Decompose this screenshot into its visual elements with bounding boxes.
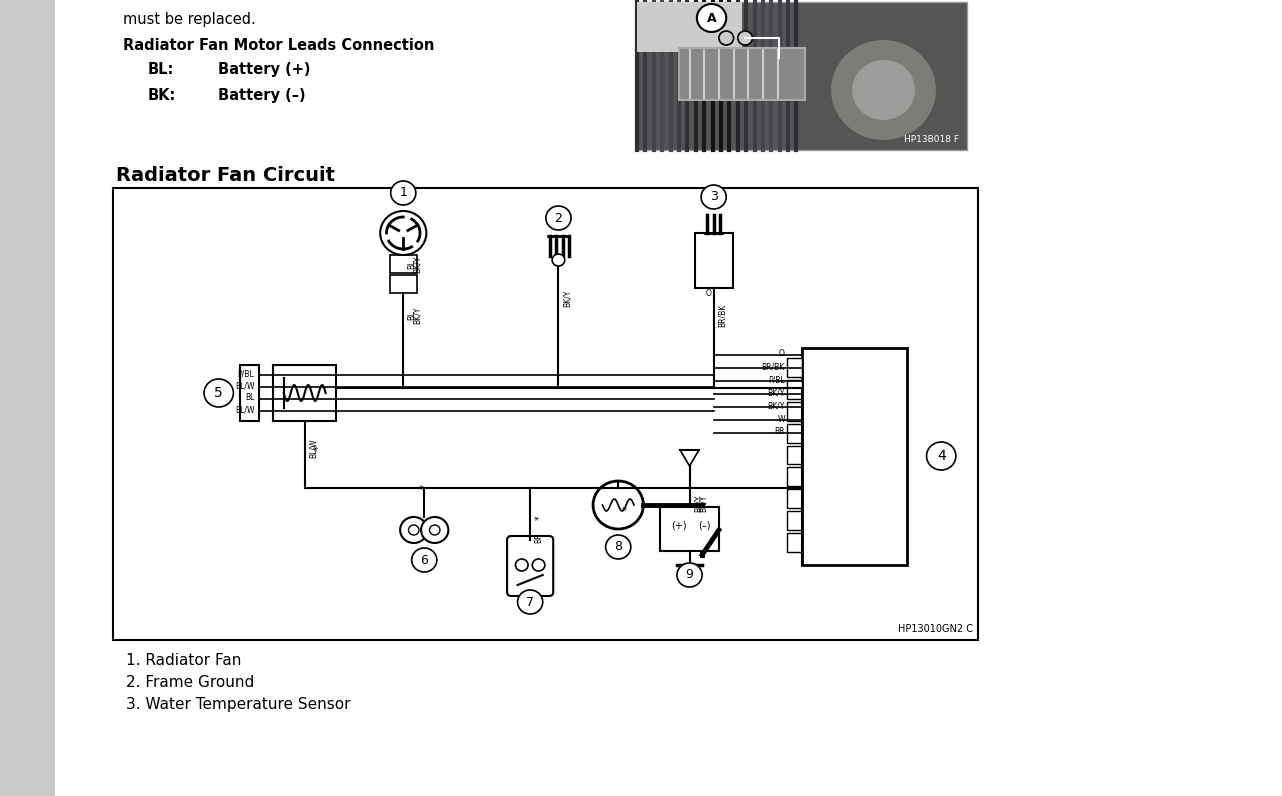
FancyBboxPatch shape xyxy=(695,233,732,288)
Text: (+): (+) xyxy=(672,520,687,530)
Circle shape xyxy=(553,254,565,266)
Text: BK/Y: BK/Y xyxy=(694,494,703,512)
Text: BK/Y: BK/Y xyxy=(413,306,422,324)
Circle shape xyxy=(701,185,726,209)
Text: BR: BR xyxy=(774,427,785,436)
FancyBboxPatch shape xyxy=(787,358,801,377)
Text: 9: 9 xyxy=(686,568,694,582)
FancyBboxPatch shape xyxy=(637,2,968,150)
Text: O: O xyxy=(705,288,712,298)
Circle shape xyxy=(605,535,631,559)
Text: BK/Y: BK/Y xyxy=(699,494,708,512)
Text: BK/Y: BK/Y xyxy=(413,256,422,273)
Circle shape xyxy=(518,590,542,614)
Text: BL:: BL: xyxy=(147,62,174,77)
FancyBboxPatch shape xyxy=(801,348,906,565)
FancyBboxPatch shape xyxy=(679,48,805,100)
Text: 4: 4 xyxy=(937,449,946,463)
Text: Radiator Fan Motor Leads Connection: Radiator Fan Motor Leads Connection xyxy=(123,38,435,53)
FancyBboxPatch shape xyxy=(55,0,1282,796)
Text: BR/BK: BR/BK xyxy=(762,362,785,372)
FancyBboxPatch shape xyxy=(787,490,801,508)
Circle shape xyxy=(429,525,440,535)
FancyBboxPatch shape xyxy=(390,275,417,293)
Circle shape xyxy=(381,211,427,255)
Text: HP13010GN2 C: HP13010GN2 C xyxy=(897,624,973,634)
Circle shape xyxy=(594,481,644,529)
Circle shape xyxy=(697,4,726,32)
FancyBboxPatch shape xyxy=(273,365,336,421)
Text: BL/W: BL/W xyxy=(235,405,254,415)
Circle shape xyxy=(737,31,753,45)
Text: (–): (–) xyxy=(697,520,710,530)
Text: 3. Water Temperature Sensor: 3. Water Temperature Sensor xyxy=(127,697,351,712)
FancyBboxPatch shape xyxy=(787,380,801,399)
Circle shape xyxy=(532,559,545,571)
Ellipse shape xyxy=(831,40,936,140)
Text: A: A xyxy=(706,11,717,25)
Text: 5: 5 xyxy=(214,386,223,400)
FancyBboxPatch shape xyxy=(787,402,801,420)
FancyBboxPatch shape xyxy=(390,255,417,273)
FancyBboxPatch shape xyxy=(787,446,801,464)
Text: 1: 1 xyxy=(399,186,408,200)
Text: 2: 2 xyxy=(555,212,563,224)
Circle shape xyxy=(400,517,427,543)
Text: Radiator Fan Circuit: Radiator Fan Circuit xyxy=(115,166,335,185)
Circle shape xyxy=(927,442,956,470)
Text: O: O xyxy=(779,349,785,358)
Text: Battery (–): Battery (–) xyxy=(218,88,305,103)
Polygon shape xyxy=(679,450,699,466)
Text: 3: 3 xyxy=(710,190,718,204)
Text: P/BL: P/BL xyxy=(768,376,785,384)
Text: *: * xyxy=(314,446,324,451)
Circle shape xyxy=(515,559,528,571)
FancyBboxPatch shape xyxy=(508,536,554,596)
FancyBboxPatch shape xyxy=(787,533,801,552)
Circle shape xyxy=(677,563,703,587)
Circle shape xyxy=(420,517,449,543)
Text: BL: BL xyxy=(408,259,417,269)
FancyBboxPatch shape xyxy=(660,507,719,551)
Circle shape xyxy=(546,206,570,230)
Text: BK/Y: BK/Y xyxy=(768,401,785,411)
Text: BL: BL xyxy=(408,310,417,320)
Text: BK/Y: BK/Y xyxy=(768,388,785,397)
Text: BK/Y: BK/Y xyxy=(563,289,572,306)
Text: 8: 8 xyxy=(614,540,622,553)
Text: BL/W: BL/W xyxy=(235,381,254,391)
Circle shape xyxy=(719,31,733,45)
FancyBboxPatch shape xyxy=(787,511,801,530)
Text: Battery (+): Battery (+) xyxy=(218,62,310,77)
Text: 6: 6 xyxy=(420,553,428,567)
Text: W: W xyxy=(777,415,785,423)
FancyBboxPatch shape xyxy=(113,188,978,640)
Text: must be replaced.: must be replaced. xyxy=(123,12,256,27)
Text: 1. Radiator Fan: 1. Radiator Fan xyxy=(127,653,242,668)
Text: BL: BL xyxy=(245,393,254,403)
Text: BL/W: BL/W xyxy=(309,439,318,458)
Text: P/BL: P/BL xyxy=(237,369,254,379)
Text: HP13B018 F: HP13B018 F xyxy=(904,135,959,144)
Text: BK:: BK: xyxy=(147,88,176,103)
FancyBboxPatch shape xyxy=(637,2,742,52)
Text: *: * xyxy=(419,485,423,495)
Circle shape xyxy=(391,181,415,205)
Text: BR/BK: BR/BK xyxy=(718,303,727,326)
Circle shape xyxy=(409,525,419,535)
FancyBboxPatch shape xyxy=(787,423,801,443)
Ellipse shape xyxy=(853,60,915,120)
FancyBboxPatch shape xyxy=(240,365,259,421)
FancyBboxPatch shape xyxy=(787,467,801,486)
Circle shape xyxy=(412,548,437,572)
Text: *: * xyxy=(623,505,632,510)
Circle shape xyxy=(204,379,233,407)
Text: BR: BR xyxy=(535,533,544,543)
Text: 2. Frame Ground: 2. Frame Ground xyxy=(127,675,255,690)
Text: 7: 7 xyxy=(526,595,535,608)
Text: *: * xyxy=(535,516,545,521)
